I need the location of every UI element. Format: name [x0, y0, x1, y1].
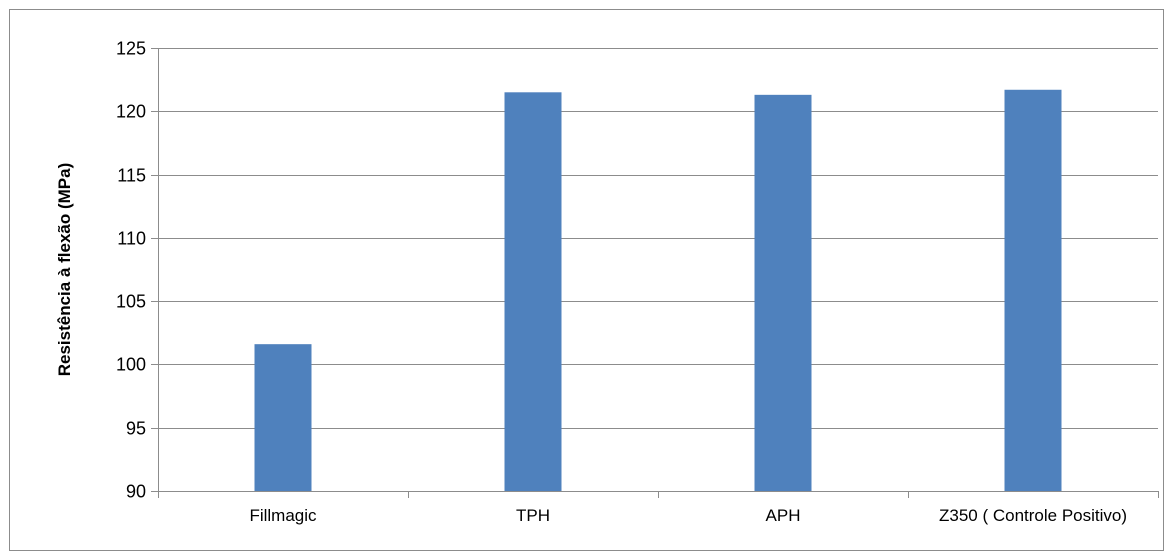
y-tick-label: 105 [116, 292, 146, 312]
y-tick-label: 115 [117, 166, 146, 186]
y-tick-label: 100 [116, 355, 146, 375]
x-tick-label: Fillmagic [249, 506, 317, 525]
bar [1004, 89, 1062, 492]
bar [754, 94, 812, 492]
bar [504, 92, 562, 492]
x-tick-label: TPH [516, 506, 550, 525]
y-tick-label: 125 [116, 39, 146, 59]
y-tick-label: 90 [126, 482, 146, 502]
y-tick-label: 110 [117, 229, 146, 249]
bar [254, 344, 312, 491]
gridlines [151, 48, 1159, 498]
y-axis-title: Resistência à flexão (MPa) [55, 163, 74, 377]
x-tick-label: Z350 ( Controle Positivo) [939, 506, 1127, 525]
y-tick-label: 120 [116, 102, 146, 122]
y-tick-label: 95 [126, 419, 146, 439]
x-tick-labels: Fillmagic TPH APH Z350 ( Controle Positivo) [249, 506, 1127, 525]
axes [158, 48, 1158, 492]
chart-frame [9, 9, 1164, 551]
y-tick-labels: 90 95 100 105 110 115 120 125 [116, 39, 146, 502]
x-tick-label: APH [766, 506, 801, 525]
bars [254, 89, 1062, 492]
